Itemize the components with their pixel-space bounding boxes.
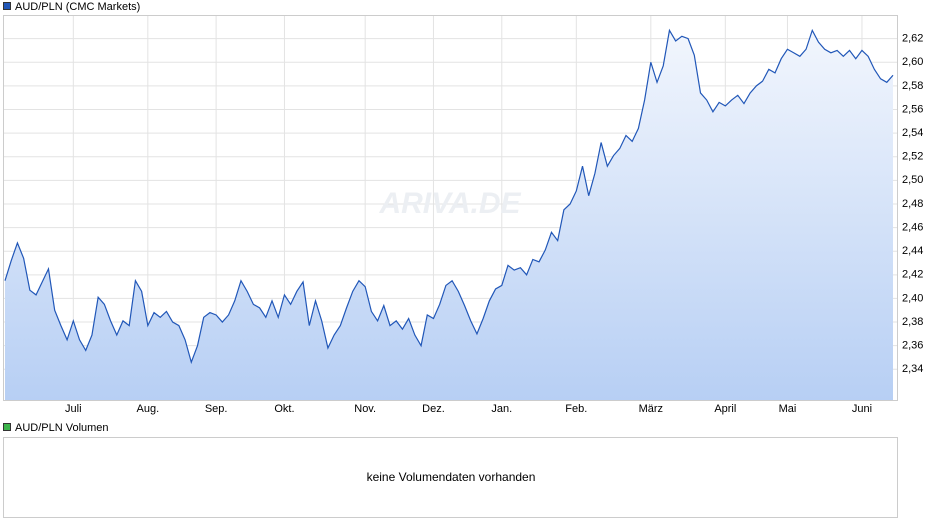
x-tick-label: Okt. (274, 403, 294, 415)
y-tick-label: 2,48 (902, 198, 923, 210)
x-tick-label: April (714, 403, 736, 415)
legend-swatch (3, 2, 11, 10)
x-tick-label: Mai (779, 403, 797, 415)
y-tick-label: 2,42 (902, 269, 923, 281)
area (5, 30, 893, 400)
x-tick-label: Nov. (354, 403, 376, 415)
legend-label: AUD/PLN Volumen (15, 422, 109, 434)
y-tick-label: 2,40 (902, 292, 923, 304)
y-tick-label: 2,58 (902, 80, 923, 92)
x-tick-label: Juli (65, 403, 82, 415)
plot (4, 28, 894, 400)
y-tick-label: 2,52 (902, 151, 923, 163)
line (4, 28, 894, 365)
x-tick-label: Aug. (137, 403, 160, 415)
x-tick-label: März (639, 403, 663, 415)
y-tick-label: 2,60 (902, 56, 923, 68)
legend-swatch (3, 423, 11, 431)
watermark: ARIVA.DE (378, 187, 521, 220)
y-tick-label: 2,46 (902, 221, 923, 233)
x-tick-label: Feb. (565, 403, 587, 415)
y-tick-label: 2,44 (902, 245, 923, 257)
y-tick-label: 2,50 (902, 174, 923, 186)
y-tick-label: 2,38 (902, 316, 923, 328)
x-tick-label: Juni (852, 403, 872, 415)
y-tick-label: 2,54 (902, 127, 923, 139)
y-tick-label: 2,36 (902, 340, 923, 352)
x-tick-label: Jan. (491, 403, 512, 415)
legend-label: AUD/PLN (CMC Markets) (15, 1, 140, 13)
y-tick-label: 2,34 (902, 363, 923, 375)
y-tick-label: 2,62 (902, 33, 923, 45)
x-tick-label: Sep. (205, 403, 228, 415)
volume-frame (3, 437, 898, 518)
volume-note: keine Volumendaten vorhanden (367, 470, 536, 484)
x-tick-label: Dez. (422, 403, 445, 415)
y-tick-label: 2,56 (902, 103, 923, 115)
